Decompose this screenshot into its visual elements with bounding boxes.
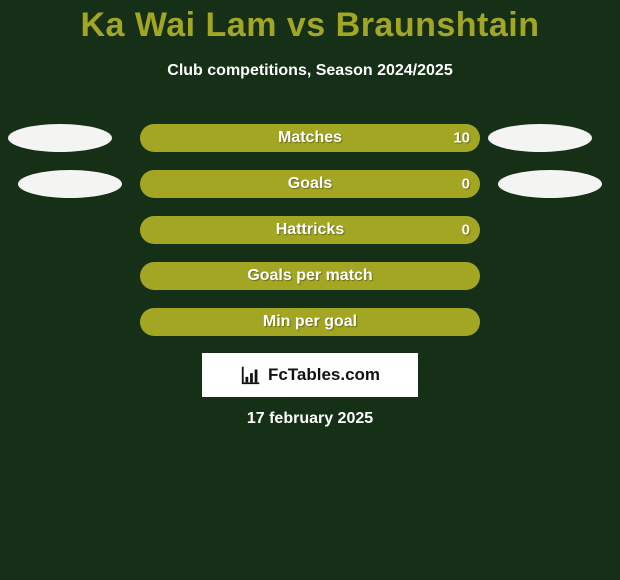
stat-bar: Min per goal [140, 308, 480, 336]
chart-icon [240, 364, 262, 386]
brand-card: FcTables.com [202, 353, 418, 397]
brand-name: FcTables.com [268, 365, 380, 385]
player-photo [488, 124, 592, 152]
stat-value-right: 0 [462, 222, 470, 239]
player-photo [8, 124, 112, 152]
stat-bar-label: Matches [140, 129, 480, 147]
stat-bar-label: Min per goal [140, 313, 480, 331]
stat-bar-label: Goals [140, 175, 480, 193]
footer-date: 17 february 2025 [0, 410, 620, 428]
stat-bar: Hattricks0 [140, 216, 480, 244]
stat-bar-label: Goals per match [140, 267, 480, 285]
page-subtitle: Club competitions, Season 2024/2025 [0, 62, 620, 80]
stat-value-right: 10 [453, 130, 470, 147]
player-photo [18, 170, 122, 198]
stat-bar: Goals per match [140, 262, 480, 290]
root: Ka Wai Lam vs Braunshtain Club competiti… [0, 0, 620, 580]
stat-bar: Matches10 [140, 124, 480, 152]
page-title: Ka Wai Lam vs Braunshtain [0, 6, 620, 45]
player-photo [498, 170, 602, 198]
stat-value-right: 0 [462, 176, 470, 193]
stat-bar: Goals0 [140, 170, 480, 198]
stat-bar-label: Hattricks [140, 221, 480, 239]
